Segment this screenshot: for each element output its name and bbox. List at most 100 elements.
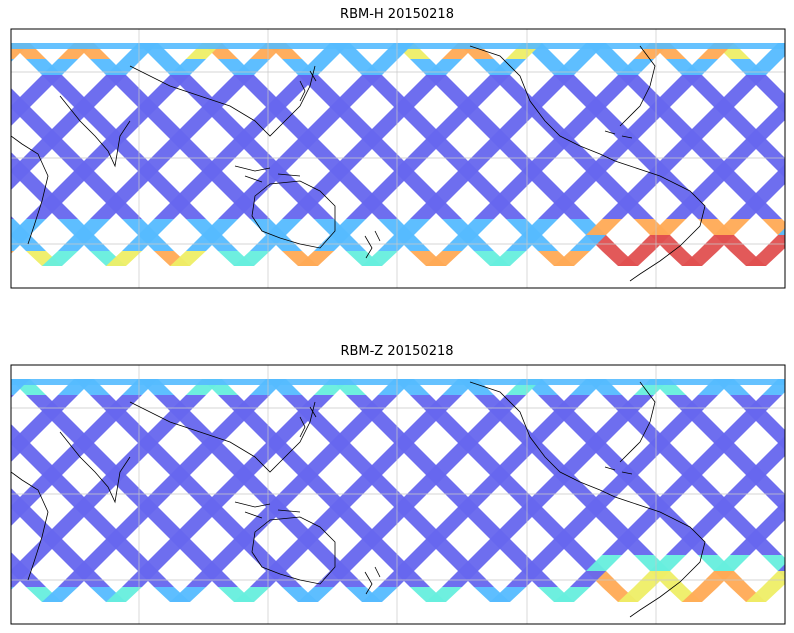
swath-segment [730,539,766,555]
swath-segment [74,555,110,571]
north-coverage-edge [11,43,785,49]
swath-segment [634,443,670,459]
swath-segment [538,139,574,155]
coastline-path [11,471,49,581]
swath-segment [522,155,558,171]
swath-segment [298,59,334,75]
swath-segment [682,459,718,475]
swath-segment [490,587,526,602]
swath-segment [506,107,542,123]
swath-segment [106,123,142,139]
swath-segment [234,251,270,266]
swath-segment [762,91,785,107]
swath-segment [106,251,142,266]
swath-segment [11,555,46,571]
swath-segment [730,139,766,155]
swath-segment [74,91,110,107]
swath-segment [170,123,206,139]
graticule [11,29,785,288]
swath-segment [90,539,126,555]
swath-segment [218,75,254,91]
swath-segment [458,491,494,507]
swath-segment [330,155,366,171]
swath-segment [650,491,686,507]
swath-segment [330,491,366,507]
swath-segment [122,235,158,251]
swath-segment [602,475,638,491]
swath-segment [778,564,785,571]
swath-segment [746,187,782,203]
swath-segment [554,523,590,539]
coastline-path [469,45,581,147]
swath-segment [474,475,510,491]
swath-segment [714,91,750,107]
swath-segment [106,187,142,203]
swath-segment [762,555,785,571]
swath-segment [458,155,494,171]
swath-segment [346,75,382,91]
swath-segment [762,235,785,251]
coastline-path [619,381,656,463]
swath-segment [90,475,126,491]
swath-segment [42,523,78,539]
swath-segment [474,203,510,219]
coastline-path [629,165,706,282]
swath-segment [554,59,590,75]
swath-segment [106,523,142,539]
swath-segment [106,59,142,75]
swath-segment [11,443,30,459]
swath-segment [138,219,174,235]
swath-segment [410,139,446,155]
swath-segment [682,123,718,139]
coastline-path [59,95,131,168]
swath-segment [570,235,606,251]
swath-segment [170,523,206,539]
swath-segment [602,75,638,91]
coastline-path [604,130,633,139]
map-panel-bottom [10,364,786,625]
coastline-path [11,135,49,245]
swath-segment [218,139,254,155]
swath-segment [698,235,734,251]
swath-segment [106,395,142,411]
swath-segment [122,171,158,187]
swath-segment [11,88,14,91]
swath-segment [506,171,542,187]
swath-segment [746,587,782,602]
swath-segment [266,427,302,443]
coastline-path [299,406,317,438]
swath-segment [346,411,382,427]
swath-segment [26,75,62,91]
swath-segment [11,123,14,126]
swath-segment [634,235,670,251]
swath-segment [458,555,494,571]
swath-segment [282,139,318,155]
coastline-path [579,145,631,167]
swath-segment [458,91,494,107]
swath-segment [11,571,30,587]
swath-segment [266,91,302,107]
swath-segment [11,459,14,462]
coastline-path [234,165,301,183]
swath-segment [490,459,526,475]
swath-segment [538,75,574,91]
swath-segment [410,75,446,91]
swath-segment [682,59,718,75]
swath-segment [602,411,638,427]
swath-segment [554,187,590,203]
swath-segment [490,123,526,139]
swath-segment [762,107,785,123]
swath-segment [586,427,622,443]
swath-segment [362,251,398,266]
swath-segment [730,411,766,427]
swath-segment [122,571,158,587]
swath-segment [746,251,782,266]
coastline-path [299,70,317,102]
swath-segment [298,123,334,139]
swath-segment [42,459,78,475]
swath-segment [378,171,414,187]
coastlines [11,381,706,618]
swath-segment [490,523,526,539]
swath-segment [506,443,542,459]
swath-segment [746,59,782,75]
